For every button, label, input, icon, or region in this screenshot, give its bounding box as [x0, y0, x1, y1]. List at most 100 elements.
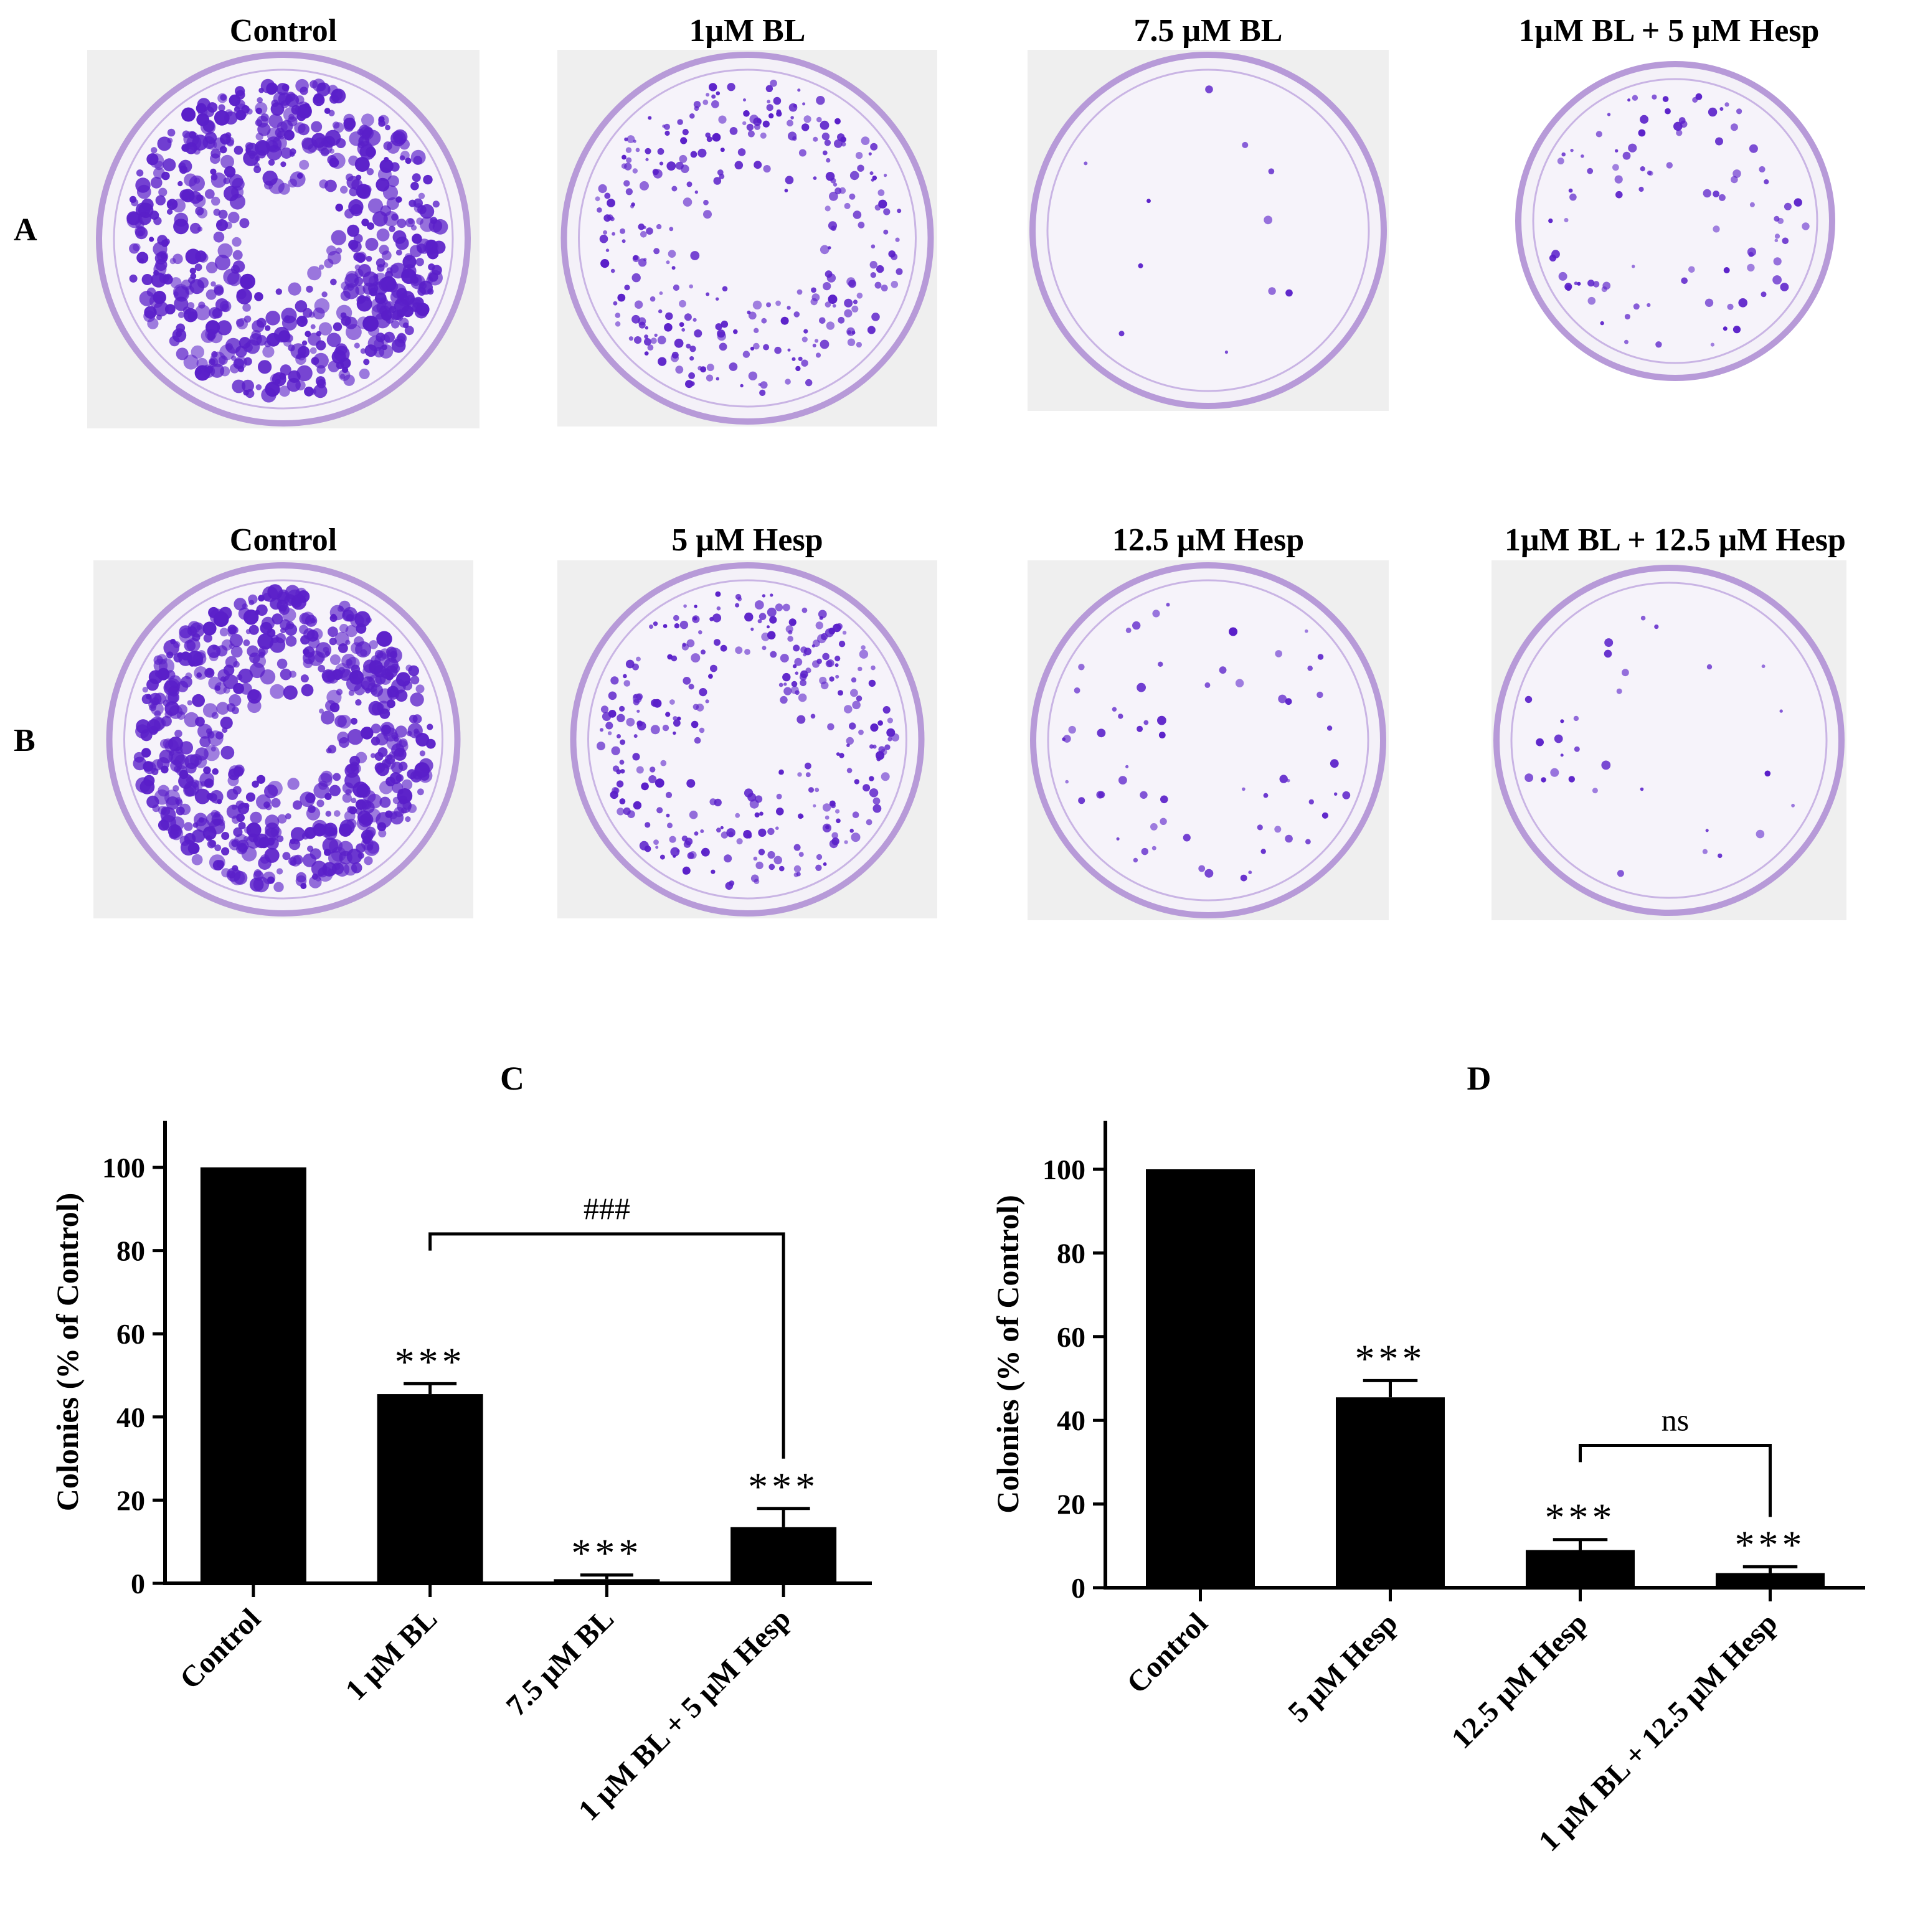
colony: [613, 301, 618, 306]
colony: [281, 83, 290, 92]
colony: [706, 374, 714, 382]
colony: [1681, 277, 1688, 285]
colony: [675, 365, 684, 374]
colony: [679, 154, 688, 163]
colony: [206, 668, 214, 676]
colony: [314, 823, 323, 831]
colony: [136, 719, 151, 734]
colony: [1561, 152, 1566, 157]
colony: [753, 342, 760, 350]
colony: [149, 294, 164, 308]
colony: [621, 163, 627, 169]
colony: [656, 807, 663, 814]
colony: [255, 610, 260, 615]
colony: [705, 699, 709, 704]
colony: [1713, 191, 1719, 197]
colony: [657, 336, 666, 345]
colony: [1638, 129, 1646, 137]
colony: [356, 816, 372, 831]
colony: [717, 331, 726, 341]
colony: [333, 773, 341, 781]
colony: [218, 209, 228, 219]
colony: [377, 167, 392, 182]
colony: [883, 229, 889, 235]
colony: [182, 130, 191, 138]
colony: [813, 176, 817, 180]
colony: [379, 277, 394, 292]
colony: [711, 869, 716, 874]
colony: [261, 616, 275, 630]
colony: [338, 643, 348, 653]
colony: [232, 379, 246, 393]
colony: [821, 132, 830, 141]
x-tick-label: Control: [174, 1602, 267, 1695]
colony: [870, 723, 879, 732]
colony: [402, 264, 417, 278]
colony: [158, 187, 168, 197]
colony: [198, 301, 206, 309]
colony: [249, 333, 262, 346]
colony: [279, 373, 286, 380]
colony: [1632, 95, 1638, 101]
colony: [1581, 154, 1584, 158]
colony: [1112, 707, 1117, 712]
colony: [819, 676, 827, 685]
y-tick-label: 60: [116, 1318, 145, 1350]
colony: [838, 641, 846, 648]
colony: [805, 762, 811, 770]
colony: [322, 862, 337, 877]
colony: [700, 829, 704, 833]
colony: [783, 682, 787, 686]
colony: [798, 149, 806, 157]
colony: [181, 144, 190, 152]
colony: [834, 663, 839, 667]
colony: [861, 136, 870, 146]
colony: [1240, 874, 1247, 882]
colony: [1118, 776, 1127, 785]
colony: [1084, 161, 1088, 166]
colony: [1118, 331, 1125, 337]
colony: [1554, 734, 1563, 743]
colony: [1573, 715, 1579, 722]
colony: [1326, 725, 1333, 731]
colony: [296, 365, 313, 382]
colony: [215, 731, 224, 740]
colony: [239, 218, 250, 229]
colony: [252, 780, 259, 788]
colony: [826, 321, 835, 330]
colony: [321, 291, 328, 298]
colony: [682, 129, 689, 136]
colony: [847, 338, 856, 346]
colony: [179, 189, 191, 201]
colony: [762, 594, 766, 598]
colony: [679, 322, 684, 327]
colony: [168, 675, 182, 688]
colony: [624, 285, 630, 291]
colony: [1648, 171, 1653, 176]
colony: [1285, 289, 1293, 297]
colony: [830, 177, 836, 184]
colony: [307, 846, 314, 852]
colony: [306, 285, 313, 293]
colony: [356, 296, 372, 312]
colony: [338, 369, 351, 381]
colony: [187, 842, 200, 854]
colony: [306, 629, 319, 642]
colony: [1286, 778, 1290, 783]
colony: [671, 186, 678, 192]
colony: [243, 150, 259, 166]
colony: [780, 316, 789, 325]
colony: [693, 101, 701, 108]
colony: [389, 225, 395, 232]
colony: [727, 83, 735, 92]
colony: [344, 862, 357, 876]
colony: [644, 846, 651, 852]
colony: [793, 311, 800, 318]
colony: [776, 808, 784, 816]
colony: [214, 844, 222, 852]
dish-title-b1: Control: [229, 522, 338, 558]
colony: [842, 631, 847, 635]
colony: [1078, 664, 1085, 671]
colony: [693, 318, 697, 322]
colony: [702, 99, 709, 105]
